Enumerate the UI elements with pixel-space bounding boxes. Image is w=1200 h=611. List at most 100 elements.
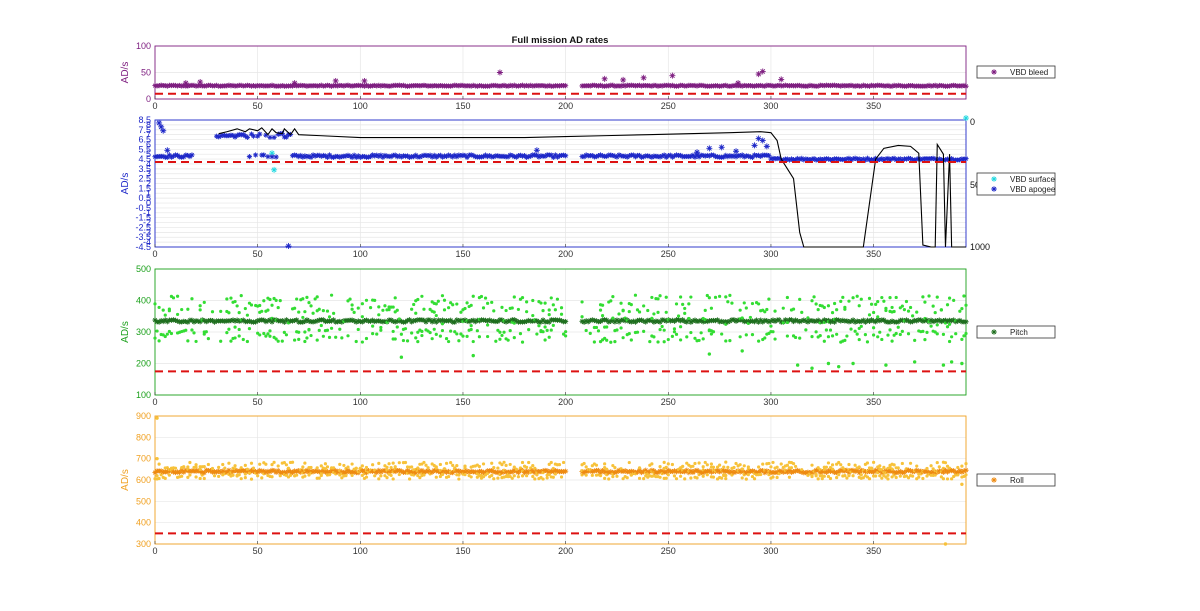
data-point bbox=[949, 360, 954, 364]
data-point bbox=[307, 328, 311, 332]
data-point bbox=[764, 318, 770, 324]
data-point bbox=[446, 468, 452, 475]
data-point bbox=[487, 83, 493, 89]
data-point bbox=[378, 83, 384, 89]
data-point bbox=[930, 319, 936, 325]
data-point bbox=[759, 68, 766, 75]
x-tick-label: 250 bbox=[661, 249, 676, 259]
data-point bbox=[251, 466, 256, 470]
data-point bbox=[385, 465, 389, 469]
data-point bbox=[931, 304, 935, 308]
data-point bbox=[164, 469, 170, 475]
data-point bbox=[746, 472, 750, 477]
data-point bbox=[960, 464, 964, 468]
x-tick-label: 0 bbox=[152, 546, 157, 556]
data-point bbox=[687, 316, 691, 321]
data-point bbox=[175, 294, 180, 298]
data-point bbox=[759, 137, 766, 144]
data-point bbox=[700, 152, 706, 159]
x-tick-label: 0 bbox=[152, 101, 157, 111]
data-point bbox=[546, 82, 552, 89]
data-point bbox=[707, 352, 712, 356]
data-point bbox=[267, 83, 273, 89]
data-point bbox=[852, 468, 858, 475]
data-point bbox=[756, 319, 762, 325]
data-point bbox=[309, 465, 313, 470]
figure-title: Full mission AD rates bbox=[512, 35, 609, 46]
data-point bbox=[798, 297, 802, 301]
data-point bbox=[219, 339, 223, 343]
data-point bbox=[160, 127, 167, 134]
data-point bbox=[836, 317, 842, 323]
data-point bbox=[414, 336, 418, 340]
data-point bbox=[345, 152, 351, 159]
data-point bbox=[621, 309, 625, 313]
data-point bbox=[416, 340, 420, 344]
y-tick-label: 300 bbox=[136, 327, 151, 337]
data-point bbox=[401, 338, 406, 343]
data-point bbox=[727, 152, 733, 159]
data-point bbox=[262, 299, 266, 303]
data-point bbox=[170, 317, 177, 323]
data-point bbox=[797, 319, 803, 325]
data-point bbox=[155, 456, 159, 461]
data-point bbox=[939, 475, 943, 479]
data-point bbox=[582, 461, 586, 466]
data-point bbox=[937, 465, 941, 469]
data-point bbox=[830, 463, 835, 467]
data-point bbox=[234, 132, 240, 139]
data-point bbox=[890, 475, 894, 479]
data-point bbox=[441, 467, 448, 474]
data-point bbox=[768, 156, 774, 162]
data-point bbox=[876, 300, 880, 304]
data-point bbox=[422, 460, 426, 465]
data-point bbox=[961, 82, 967, 89]
data-point bbox=[834, 470, 840, 476]
data-point bbox=[771, 460, 775, 465]
data-point bbox=[325, 465, 330, 469]
data-point bbox=[635, 330, 640, 334]
data-point bbox=[942, 157, 949, 163]
x-tick-label: 100 bbox=[353, 101, 368, 111]
data-point bbox=[911, 314, 915, 318]
data-point bbox=[963, 156, 969, 162]
data-point bbox=[430, 337, 434, 341]
data-point bbox=[284, 463, 289, 467]
y-tick-label: 100 bbox=[136, 41, 151, 51]
data-point bbox=[785, 463, 789, 467]
data-point bbox=[640, 74, 647, 81]
data-point bbox=[961, 156, 967, 162]
data-point bbox=[559, 306, 564, 310]
data-point bbox=[683, 477, 687, 481]
data-point bbox=[760, 468, 766, 474]
legend-entry: VBD bleed bbox=[1010, 68, 1048, 77]
data-point bbox=[175, 312, 180, 317]
plot-area bbox=[154, 45, 967, 100]
data-point bbox=[611, 316, 615, 320]
data-point bbox=[593, 153, 600, 160]
data-point bbox=[229, 296, 233, 300]
data-point bbox=[543, 301, 547, 305]
data-point bbox=[595, 83, 602, 89]
data-point bbox=[541, 477, 545, 481]
data-point bbox=[791, 462, 796, 466]
right-y-tick-label: 1000 bbox=[970, 242, 990, 252]
data-point bbox=[850, 467, 856, 473]
data-point bbox=[769, 324, 773, 328]
data-point bbox=[444, 336, 449, 341]
data-point bbox=[239, 294, 243, 298]
data-point bbox=[491, 469, 497, 475]
data-point bbox=[620, 76, 627, 83]
data-point bbox=[846, 155, 852, 161]
data-point bbox=[803, 318, 809, 324]
data-point bbox=[858, 157, 864, 163]
data-point bbox=[708, 469, 715, 475]
data-point bbox=[819, 318, 825, 325]
data-point bbox=[791, 307, 796, 311]
data-point bbox=[448, 317, 454, 323]
data-point bbox=[693, 336, 697, 340]
data-point bbox=[681, 302, 685, 306]
data-point bbox=[921, 476, 925, 481]
data-point bbox=[342, 463, 346, 468]
data-point bbox=[475, 329, 479, 333]
